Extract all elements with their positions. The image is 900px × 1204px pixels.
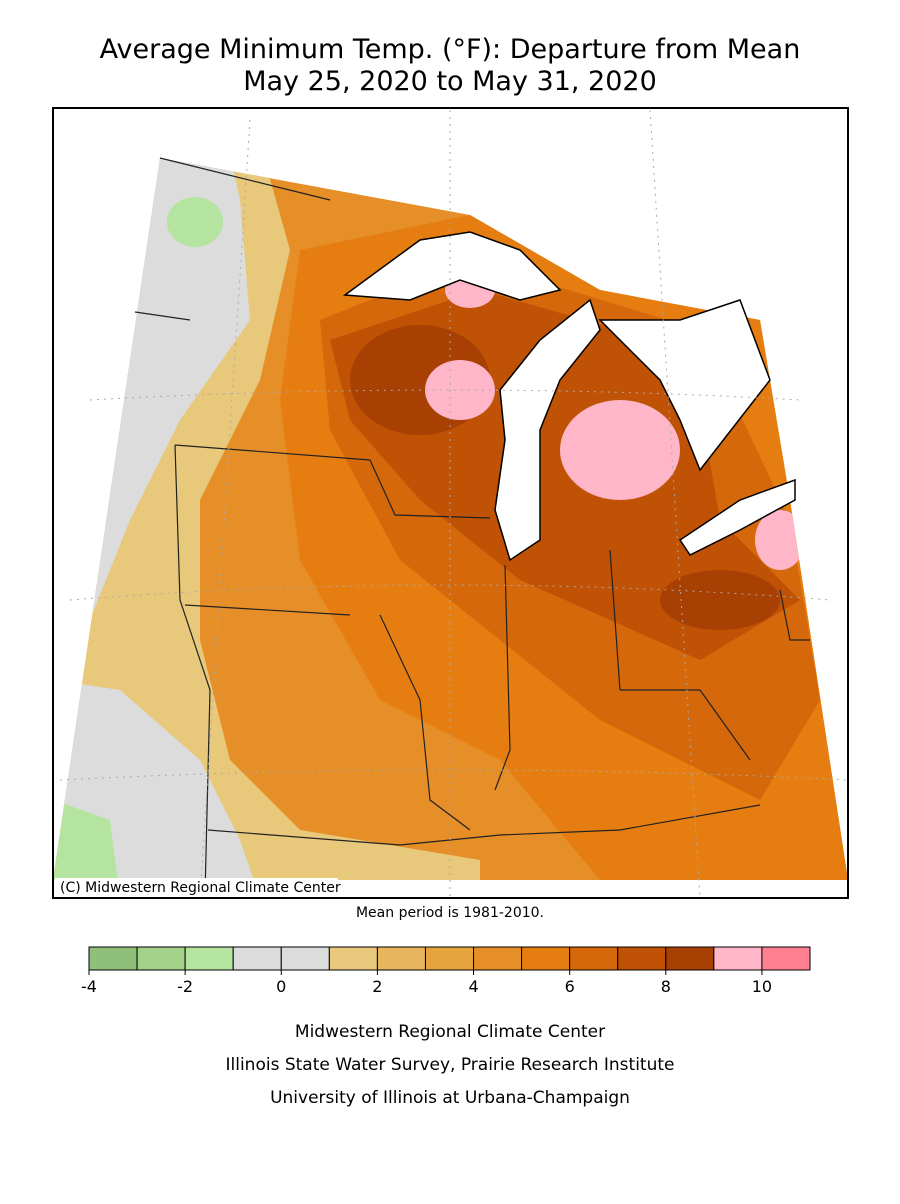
colorbar-bin <box>88 946 138 971</box>
map-frame <box>52 107 849 899</box>
mean-period-note: Mean period is 1981-2010. <box>356 905 544 921</box>
colorbar-bin <box>473 946 523 971</box>
map-subtitle: May 25, 2020 to May 31, 2020 <box>243 66 657 97</box>
colorbar-bin <box>569 946 619 971</box>
colorbar-tick-label: -2 <box>177 977 193 996</box>
colorbar-tick-label: -4 <box>81 977 97 996</box>
colorbar-bin <box>232 946 282 971</box>
colorbar-tick-label: 4 <box>468 977 478 996</box>
colorbar-bin <box>521 946 571 971</box>
colorbar-bin <box>665 946 715 971</box>
colorbar-bin <box>617 946 667 971</box>
colorbar-tick-label: 0 <box>276 977 286 996</box>
colorbar-bin <box>761 946 811 971</box>
footer-line: Illinois State Water Survey, Prairie Res… <box>226 1055 675 1075</box>
colorbar-tick-label: 8 <box>661 977 671 996</box>
map-title: Average Minimum Temp. (°F): Departure fr… <box>100 34 801 65</box>
colorbar-bin <box>136 946 186 971</box>
colorbar-bin <box>184 946 234 971</box>
lakes <box>342 231 796 562</box>
colorbar-tick-label: 6 <box>565 977 575 996</box>
map: (C) Midwestern Regional Climate Center <box>52 107 849 899</box>
colorbar-bin <box>713 946 763 971</box>
copyright: (C) Midwestern Regional Climate Center <box>60 880 341 896</box>
colorbar-bin <box>280 946 330 971</box>
colorbar-bin <box>424 946 475 971</box>
colorbar-tick-label: 2 <box>372 977 382 996</box>
state-borders <box>59 109 849 899</box>
footer-line: University of Illinois at Urbana-Champai… <box>270 1088 630 1108</box>
colorbar-tick-label: 10 <box>752 977 772 996</box>
footer-line: Midwestern Regional Climate Center <box>295 1022 605 1042</box>
colorbar-bin <box>376 946 426 971</box>
colorbar-bin <box>328 946 378 971</box>
copyright-box <box>55 878 338 897</box>
colorbar: -4 -2 0 2 4 6 8 10 <box>81 946 811 996</box>
